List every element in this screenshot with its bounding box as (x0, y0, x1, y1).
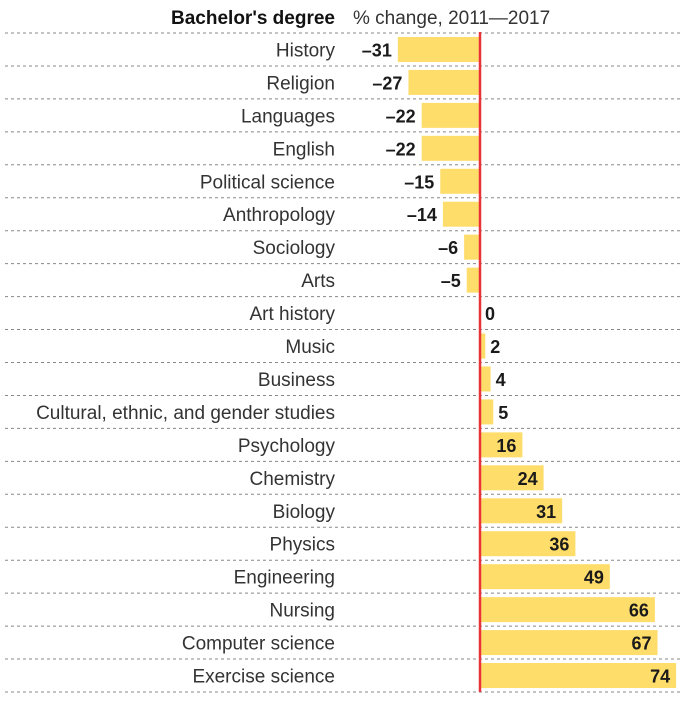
bar (464, 234, 480, 260)
value-label: 67 (632, 634, 652, 654)
value-label: 24 (518, 469, 538, 489)
category-label: Anthropology (223, 205, 335, 226)
category-label: Engineering (234, 568, 335, 589)
bar (480, 366, 491, 392)
bar (480, 399, 494, 425)
category-label: Computer science (182, 634, 335, 655)
value-label: 4 (496, 370, 506, 390)
category-label: Physics (270, 535, 335, 556)
category-label: Music (285, 337, 335, 358)
value-label: –5 (441, 271, 461, 291)
category-label: Nursing (270, 601, 335, 622)
category-label: History (276, 40, 336, 61)
value-label: –31 (362, 40, 392, 60)
value-label: 74 (650, 667, 670, 687)
value-label: –6 (438, 238, 458, 258)
category-label: Sociology (253, 238, 336, 259)
bar (480, 597, 655, 623)
chart-title: Bachelor's degree (171, 8, 335, 29)
value-label: 49 (584, 568, 604, 588)
value-label: –22 (386, 139, 416, 159)
bar (440, 168, 480, 194)
value-label: 5 (498, 403, 508, 423)
value-label: 16 (496, 436, 516, 456)
category-label: Arts (301, 271, 335, 292)
bar (397, 36, 480, 62)
bar (421, 102, 480, 128)
value-label: 0 (485, 304, 495, 324)
bar (480, 531, 576, 557)
bar (480, 432, 523, 458)
bar (480, 564, 610, 590)
category-label: Religion (266, 73, 335, 94)
category-label: Biology (273, 502, 336, 523)
value-label: 31 (536, 502, 556, 522)
value-label: 36 (549, 535, 569, 555)
category-label: Political science (200, 172, 335, 193)
category-label: English (273, 139, 335, 160)
bar (480, 663, 677, 689)
bar (408, 69, 480, 95)
category-label: Art history (249, 304, 335, 325)
bar (480, 498, 563, 524)
bar (442, 201, 480, 227)
value-label: –15 (404, 172, 434, 192)
value-label: –27 (372, 73, 402, 93)
value-label: 2 (490, 337, 500, 357)
bar (480, 465, 544, 491)
value-label: –22 (386, 106, 416, 126)
chart-subtitle: % change, 2011—2017 (353, 8, 550, 29)
category-label: Cultural, ethnic, and gender studies (36, 403, 335, 424)
bar (480, 333, 486, 359)
category-label: Languages (241, 106, 335, 127)
category-label: Chemistry (249, 469, 335, 490)
category-label: Exercise science (192, 667, 335, 688)
value-label: 66 (629, 601, 649, 621)
value-label: –14 (407, 205, 437, 225)
bar (466, 267, 480, 293)
category-label: Business (258, 370, 335, 391)
category-label: Psychology (238, 436, 336, 457)
bar (480, 630, 658, 656)
bar (421, 135, 480, 161)
